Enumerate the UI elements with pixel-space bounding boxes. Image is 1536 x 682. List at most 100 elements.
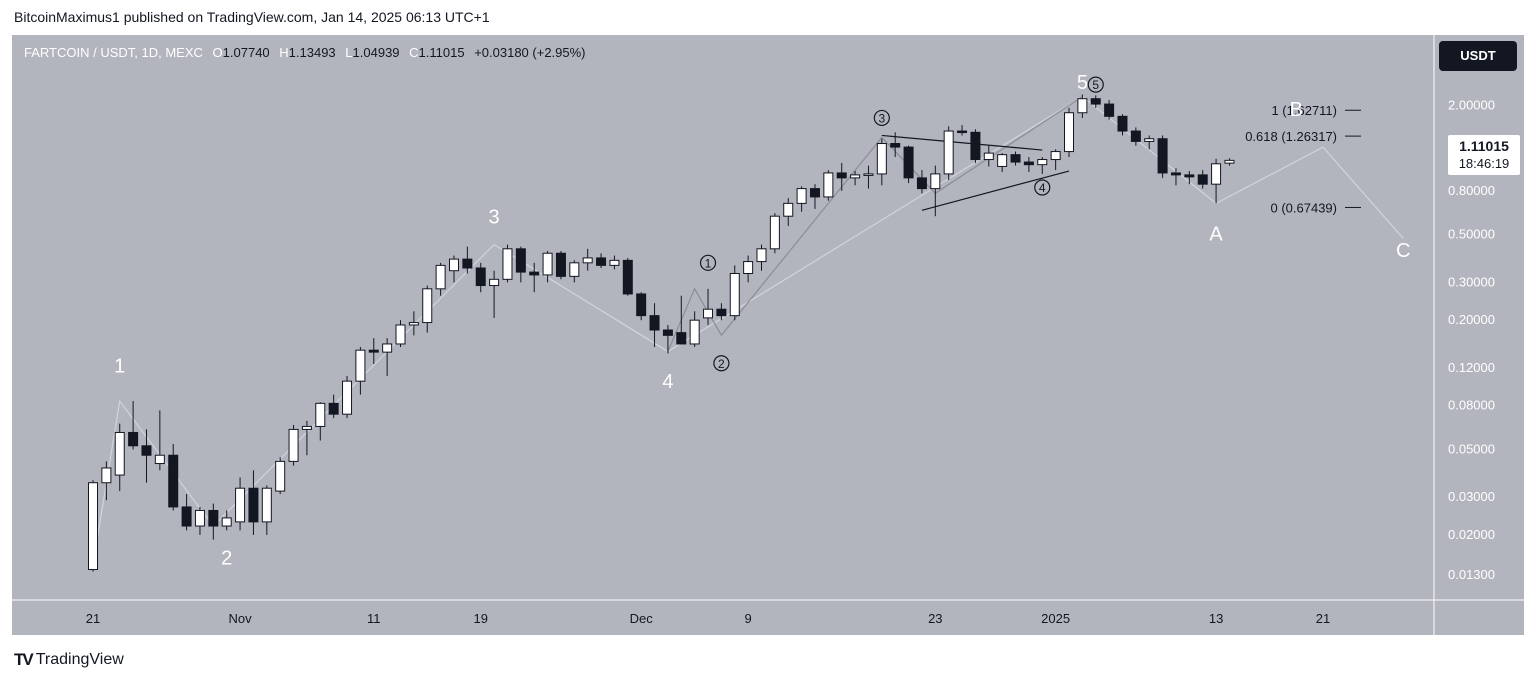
y-tick-label: 2.00000 [1448, 97, 1495, 112]
candle-body [997, 154, 1008, 167]
y-tick-label: 0.20000 [1448, 312, 1495, 327]
wave-circle-marker [873, 109, 890, 127]
high-label: H [279, 45, 289, 60]
candle-body [943, 130, 954, 175]
candle-body [275, 460, 286, 492]
candle-body [1184, 174, 1195, 178]
fib-level-label: 0 (0.67439) [1271, 200, 1338, 215]
candle-body [743, 261, 754, 274]
tradingview-logo[interactable]: TV TradingView [14, 650, 124, 670]
symbol-name[interactable]: FARTCOIN / USDT, 1D, MEXC [24, 45, 203, 60]
candle-body [1170, 172, 1181, 176]
y-tick-label: 0.12000 [1448, 360, 1495, 375]
wave-label: 1 [114, 355, 125, 377]
candle-body [783, 202, 794, 217]
candle-body [114, 431, 125, 476]
candle-body [194, 509, 205, 527]
wave-label-circled: 3 [878, 111, 885, 125]
candle-body [1050, 151, 1061, 161]
x-tick-label: 11 [367, 611, 381, 626]
candle-body [342, 380, 353, 415]
y-tick-label: 0.05000 [1448, 441, 1495, 456]
candle-body [649, 315, 660, 331]
candle-body [301, 425, 312, 430]
candle-body [636, 293, 647, 317]
change-value: +0.03180 (+2.95%) [474, 45, 586, 60]
candle-body [462, 258, 473, 269]
low-label: L [345, 45, 353, 60]
candle-body [128, 431, 139, 447]
candle-body [1144, 138, 1155, 142]
candle-body [970, 131, 981, 161]
candle-body [756, 248, 767, 263]
candle-body [809, 188, 820, 198]
candle-body [983, 152, 994, 161]
wave-label-circled: 5 [1092, 78, 1099, 92]
fib-level-label: 1 (1.62711) [1271, 103, 1337, 118]
x-tick-label: 21 [1316, 611, 1330, 626]
x-tick-label: 13 [1209, 611, 1223, 626]
x-tick-label: 19 [473, 611, 487, 626]
x-tick-label: Nov [229, 611, 253, 626]
wave-label: 3 [489, 207, 500, 229]
candle-body [542, 252, 553, 276]
candle-body [662, 329, 673, 336]
low-value: 1.04939 [352, 45, 400, 60]
y-tick-label: 0.50000 [1448, 227, 1495, 242]
x-tick-label: Dec [630, 611, 654, 626]
candle-body [435, 264, 446, 290]
candle-body [796, 188, 807, 204]
high-value: 1.13493 [288, 45, 336, 60]
subwave-line [667, 96, 1083, 352]
wave-circle-marker [1034, 179, 1051, 196]
y-tick-label: 0.03000 [1448, 489, 1495, 504]
candle-body [248, 487, 259, 523]
wave-label: A [1209, 224, 1223, 246]
candle-body [689, 319, 700, 345]
candle-body [903, 146, 914, 179]
bar-countdown: 18:46:19 [1458, 156, 1510, 171]
chart-area[interactable]: 2.000001.000000.800000.500000.300000.200… [12, 35, 1524, 635]
candle-body [582, 257, 593, 264]
candle-body [355, 349, 366, 382]
candle-body [703, 308, 714, 319]
y-tick-label: 0.02000 [1448, 527, 1495, 542]
candle-body [221, 517, 232, 527]
last-price: 1.11015 [1459, 138, 1509, 154]
y-tick-label: 0.08000 [1448, 398, 1495, 413]
chart-svg: 2.000001.000000.800000.500000.300000.200… [12, 35, 1524, 635]
wave-label-circled: 2 [718, 357, 725, 371]
candle-body [1104, 103, 1115, 117]
candle-body [154, 454, 165, 465]
candle-body [1090, 98, 1101, 105]
candle-body [1010, 154, 1021, 163]
open-value: 1.07740 [222, 45, 270, 60]
wave-label-circled: 1 [705, 256, 712, 270]
candle-body [475, 267, 486, 287]
candle-body [729, 272, 740, 317]
wave-circle-marker [713, 355, 730, 372]
wave-circle-marker [699, 254, 717, 271]
candle-body [716, 308, 727, 317]
tradingview-brand: TradingView [35, 651, 124, 668]
wave-label-circled: 4 [1039, 181, 1046, 195]
impulse-wave-line [92, 95, 1404, 565]
wave-label: B [1290, 99, 1303, 121]
candle-body [502, 248, 513, 280]
currency-button[interactable]: USDT [1439, 41, 1517, 71]
candle-body [101, 467, 112, 484]
triangle-trendline [881, 134, 1043, 151]
candle-body [168, 454, 179, 508]
candle-body [422, 288, 433, 324]
candle-body [890, 143, 901, 148]
candle-body [569, 262, 580, 277]
candle-body [1077, 98, 1088, 114]
candle-body [850, 174, 861, 179]
candle-body [315, 402, 326, 427]
candle-body [1130, 130, 1141, 142]
close-value: 1.11015 [418, 45, 465, 60]
candle-body [515, 248, 526, 273]
candle-body [1157, 138, 1168, 174]
fib-level-label: 0.618 (1.26317) [1245, 129, 1337, 144]
candle-body [88, 482, 98, 571]
